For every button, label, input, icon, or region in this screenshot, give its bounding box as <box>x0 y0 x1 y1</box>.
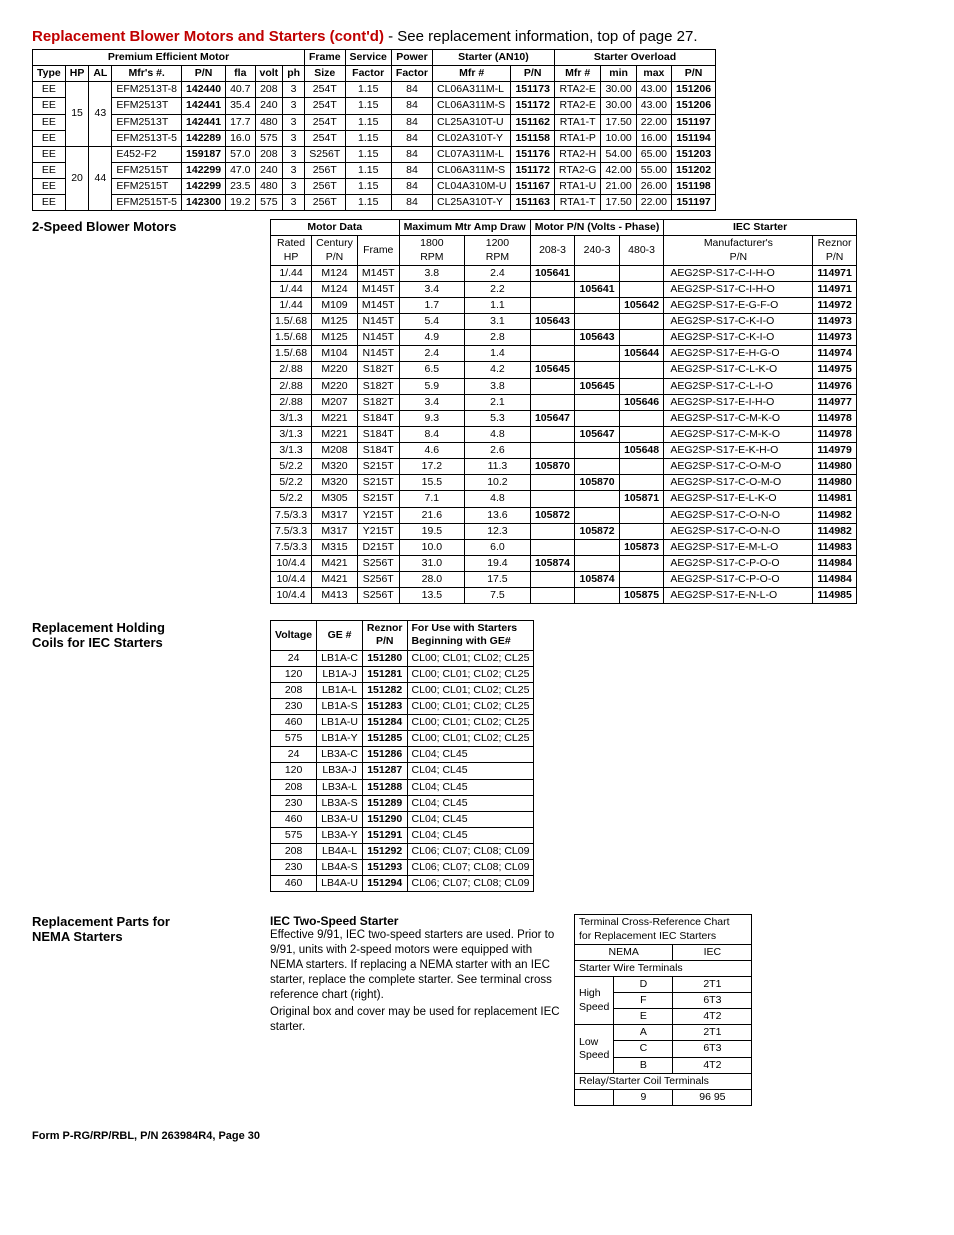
section-coils-label: Replacement Holding Coils for IEC Starte… <box>32 620 270 650</box>
section-coils-label-a: Replacement Holding <box>32 620 260 635</box>
holding-coils-table: VoltageGE #ReznorP/NFor Use with Starter… <box>270 620 534 892</box>
iec-paragraph-1: Effective 9/91, IEC two-speed starters a… <box>270 928 560 1003</box>
section-nema-label-a: Replacement Parts for <box>32 914 260 929</box>
title-rest: - See replacement information, top of pa… <box>384 28 698 45</box>
section-nema-label: Replacement Parts for NEMA Starters <box>32 914 270 944</box>
page-footer: Form P-RG/RP/RBL, P/N 263984R4, Page 30 <box>32 1130 922 1142</box>
motors-starters-table: Premium Efficient MotorFrameServicePower… <box>32 49 716 211</box>
section-2-speed-label: 2-Speed Blower Motors <box>32 219 270 234</box>
iec-heading: IEC Two-Speed Starter <box>270 914 560 928</box>
terminal-cross-ref-table: Terminal Cross-Reference Chartfor Replac… <box>574 914 752 1106</box>
section-nema-label-b: NEMA Starters <box>32 929 260 944</box>
page-title: Replacement Blower Motors and Starters (… <box>32 28 922 45</box>
two-speed-motors-table: Motor DataMaximum Mtr Amp DrawMotor P/N … <box>270 219 857 604</box>
section-coils-label-b: Coils for IEC Starters <box>32 635 260 650</box>
iec-paragraph-2: Original box and cover may be used for r… <box>270 1005 560 1035</box>
title-red: Replacement Blower Motors and Starters (… <box>32 28 384 45</box>
